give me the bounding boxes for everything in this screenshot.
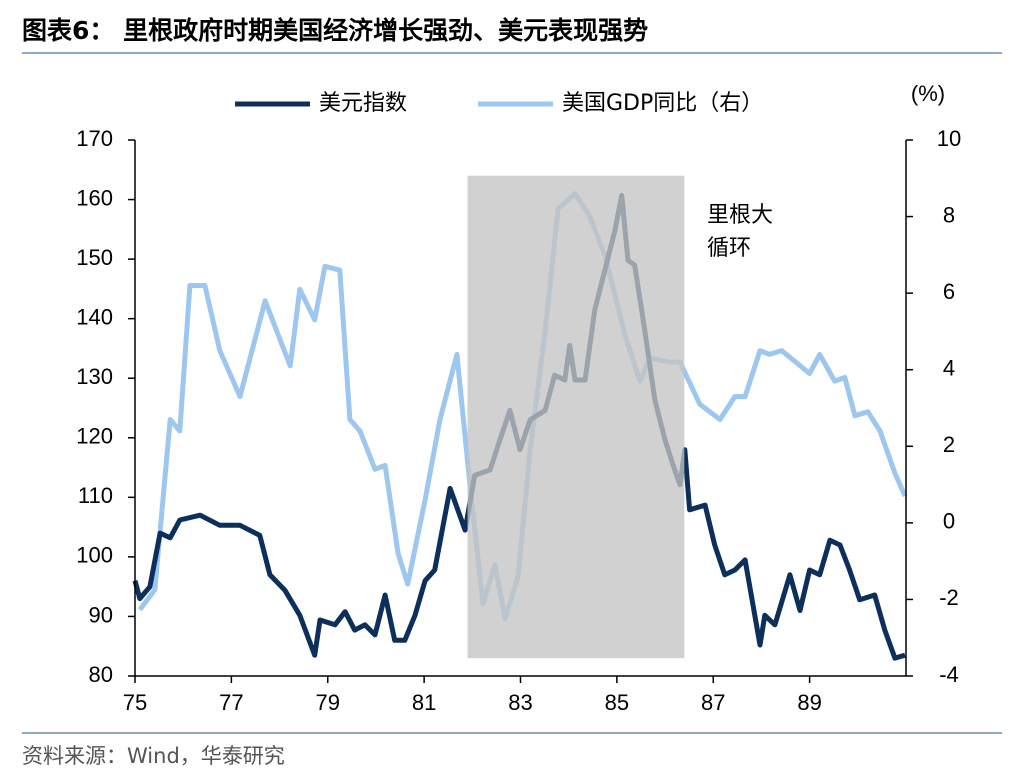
y-tick-label: 110 [78,483,113,508]
y-tick-label: 130 [76,364,113,389]
y-tick-label: 90 [89,602,113,627]
x-tick-label: 79 [316,690,340,715]
y2-tick-label: -2 [939,585,959,610]
y2-tick-label: 8 [943,202,955,227]
x-tick-label: 85 [605,690,629,715]
x-tick-label: 81 [412,690,436,715]
source-note: 资料来源：Wind，华泰研究 [22,744,285,768]
y2-tick-label: 0 [943,509,955,534]
shaded-period [467,175,685,659]
annotation: 循环 [707,236,751,261]
y2-tick-label: 4 [943,356,955,381]
y-tick-label: 120 [76,424,113,449]
annotation: 里根大 [707,203,773,228]
y-tick-label: 100 [76,543,113,568]
legend-label: 美国GDP同比（右） [562,91,763,116]
x-tick-label: 75 [123,690,147,715]
x-tick-label: 83 [508,690,532,715]
y-tick-label: 170 [76,126,113,151]
y-tick-label: 160 [76,185,113,210]
y2-tick-label: 2 [943,432,955,457]
y-tick-label: 140 [76,304,113,329]
legend-label: 美元指数 [319,91,407,116]
x-tick-label: 89 [797,690,821,715]
x-tick-label: 87 [701,690,725,715]
x-tick-label: 77 [219,690,243,715]
y2-unit: (%) [911,81,945,106]
chart-title: 图表6： 里根政府时期美国经济增长强劲、美元表现强势 [22,16,648,45]
y2-tick-label: 10 [937,126,961,151]
y-tick-label: 80 [89,662,113,687]
y2-tick-label: -4 [939,662,959,687]
y-tick-label: 150 [76,245,113,270]
y2-tick-label: 6 [943,279,955,304]
